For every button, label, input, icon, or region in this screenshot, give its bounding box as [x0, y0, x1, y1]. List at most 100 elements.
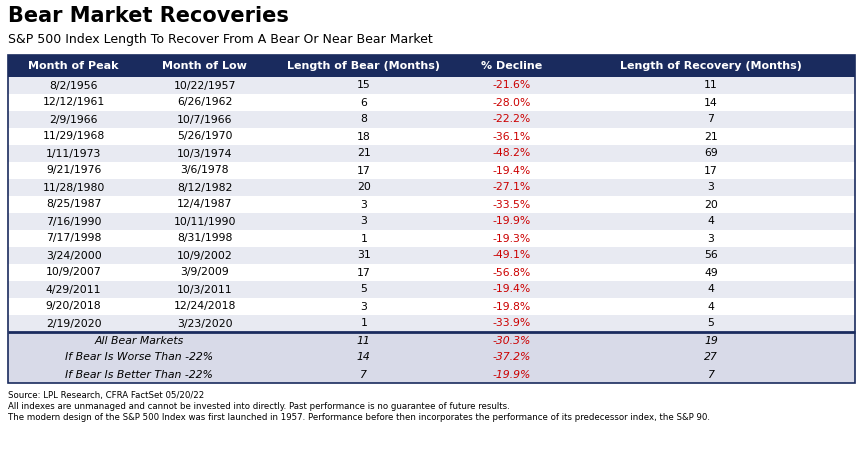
Text: 5: 5 — [708, 318, 715, 329]
Text: 2/9/1966: 2/9/1966 — [49, 114, 98, 124]
Bar — [8, 77, 855, 94]
Text: 27: 27 — [704, 352, 718, 362]
Text: 2/19/2020: 2/19/2020 — [46, 318, 102, 329]
Bar — [8, 366, 855, 383]
Text: 1/11/1973: 1/11/1973 — [46, 149, 101, 158]
Text: 4: 4 — [708, 301, 715, 312]
Text: 6: 6 — [361, 97, 367, 107]
Text: 4: 4 — [708, 216, 715, 226]
Text: Month of Peak: Month of Peak — [28, 61, 119, 71]
Text: 10/9/2007: 10/9/2007 — [46, 268, 102, 277]
Text: 8/12/1982: 8/12/1982 — [177, 182, 233, 193]
Text: 3: 3 — [708, 182, 715, 193]
Text: 3/24/2000: 3/24/2000 — [46, 251, 102, 260]
Text: 3/9/2009: 3/9/2009 — [180, 268, 230, 277]
Text: 31: 31 — [357, 251, 370, 260]
Text: % Decline: % Decline — [482, 61, 543, 71]
Bar — [8, 349, 855, 366]
Bar — [8, 264, 855, 281]
Bar — [8, 55, 855, 77]
Text: Source: LPL Research, CFRA FactSet 05/20/22: Source: LPL Research, CFRA FactSet 05/20… — [8, 391, 205, 400]
Text: 10/9/2002: 10/9/2002 — [177, 251, 233, 260]
Text: 1: 1 — [361, 233, 367, 243]
Text: 69: 69 — [704, 149, 718, 158]
Text: -28.0%: -28.0% — [493, 97, 531, 107]
Text: -33.5%: -33.5% — [493, 199, 531, 210]
Text: 7: 7 — [361, 370, 367, 379]
Text: 17: 17 — [357, 268, 370, 277]
Bar — [8, 315, 855, 332]
Text: 14: 14 — [704, 97, 718, 107]
Text: -49.1%: -49.1% — [493, 251, 531, 260]
Bar — [8, 332, 855, 349]
Text: If Bear Is Better Than -22%: If Bear Is Better Than -22% — [66, 370, 213, 379]
Bar — [8, 281, 855, 298]
Text: 8/31/1998: 8/31/1998 — [177, 233, 233, 243]
Text: If Bear Is Worse Than -22%: If Bear Is Worse Than -22% — [66, 352, 213, 362]
Text: 19: 19 — [704, 335, 718, 345]
Text: -19.3%: -19.3% — [493, 233, 531, 243]
Text: 21: 21 — [704, 132, 718, 141]
Text: 3/6/1978: 3/6/1978 — [180, 166, 230, 176]
Text: 12/24/2018: 12/24/2018 — [173, 301, 236, 312]
Text: 11: 11 — [357, 335, 370, 345]
Text: S&P 500 Index Length To Recover From A Bear Or Near Bear Market: S&P 500 Index Length To Recover From A B… — [8, 33, 432, 46]
Text: Bear Market Recoveries: Bear Market Recoveries — [8, 6, 289, 26]
Text: 10/22/1957: 10/22/1957 — [173, 80, 236, 91]
Text: 14: 14 — [357, 352, 370, 362]
Text: 4/29/2011: 4/29/2011 — [46, 285, 101, 295]
Text: -48.2%: -48.2% — [493, 149, 531, 158]
Bar — [8, 55, 855, 383]
Text: 21: 21 — [357, 149, 370, 158]
Text: 17: 17 — [704, 166, 718, 176]
Text: 5/26/1970: 5/26/1970 — [177, 132, 233, 141]
Text: 20: 20 — [704, 199, 718, 210]
Text: -19.4%: -19.4% — [493, 166, 531, 176]
Text: 8: 8 — [361, 114, 367, 124]
Text: -19.8%: -19.8% — [493, 301, 531, 312]
Text: 8/25/1987: 8/25/1987 — [46, 199, 101, 210]
Text: 11: 11 — [704, 80, 718, 91]
Text: 9/21/1976: 9/21/1976 — [46, 166, 101, 176]
Bar — [8, 145, 855, 162]
Text: Month of Low: Month of Low — [162, 61, 248, 71]
Text: 7: 7 — [708, 114, 715, 124]
Bar — [8, 111, 855, 128]
Bar — [8, 230, 855, 247]
Text: -33.9%: -33.9% — [493, 318, 531, 329]
Text: -19.9%: -19.9% — [493, 370, 531, 379]
Bar — [8, 298, 855, 315]
Text: 7/17/1998: 7/17/1998 — [46, 233, 101, 243]
Text: -21.6%: -21.6% — [493, 80, 531, 91]
Text: 4: 4 — [708, 285, 715, 295]
Text: 12/12/1961: 12/12/1961 — [42, 97, 104, 107]
Text: -19.4%: -19.4% — [493, 285, 531, 295]
Text: 3: 3 — [361, 199, 367, 210]
Text: 15: 15 — [357, 80, 370, 91]
Text: 10/3/1974: 10/3/1974 — [177, 149, 233, 158]
Text: -36.1%: -36.1% — [493, 132, 531, 141]
Text: -27.1%: -27.1% — [493, 182, 531, 193]
Text: 11/29/1968: 11/29/1968 — [42, 132, 104, 141]
Text: Length of Recovery (Months): Length of Recovery (Months) — [620, 61, 802, 71]
Bar — [8, 179, 855, 196]
Text: 18: 18 — [357, 132, 370, 141]
Text: 10/3/2011: 10/3/2011 — [177, 285, 233, 295]
Bar — [8, 247, 855, 264]
Text: 11/28/1980: 11/28/1980 — [42, 182, 104, 193]
Text: -19.9%: -19.9% — [493, 216, 531, 226]
Text: 17: 17 — [357, 166, 370, 176]
Text: The modern design of the S&P 500 Index was first launched in 1957. Performance b: The modern design of the S&P 500 Index w… — [8, 413, 710, 422]
Text: All indexes are unmanaged and cannot be invested into directly. Past performance: All indexes are unmanaged and cannot be … — [8, 402, 510, 411]
Text: -37.2%: -37.2% — [493, 352, 531, 362]
Text: 9/20/2018: 9/20/2018 — [46, 301, 102, 312]
Text: -30.3%: -30.3% — [493, 335, 531, 345]
Text: 6/26/1962: 6/26/1962 — [177, 97, 233, 107]
Text: 56: 56 — [704, 251, 718, 260]
Text: 8/2/1956: 8/2/1956 — [49, 80, 98, 91]
Text: 10/11/1990: 10/11/1990 — [173, 216, 236, 226]
Text: 7/16/1990: 7/16/1990 — [46, 216, 101, 226]
Text: -22.2%: -22.2% — [493, 114, 531, 124]
Text: 1: 1 — [361, 318, 367, 329]
Text: All Bear Markets: All Bear Markets — [95, 335, 184, 345]
